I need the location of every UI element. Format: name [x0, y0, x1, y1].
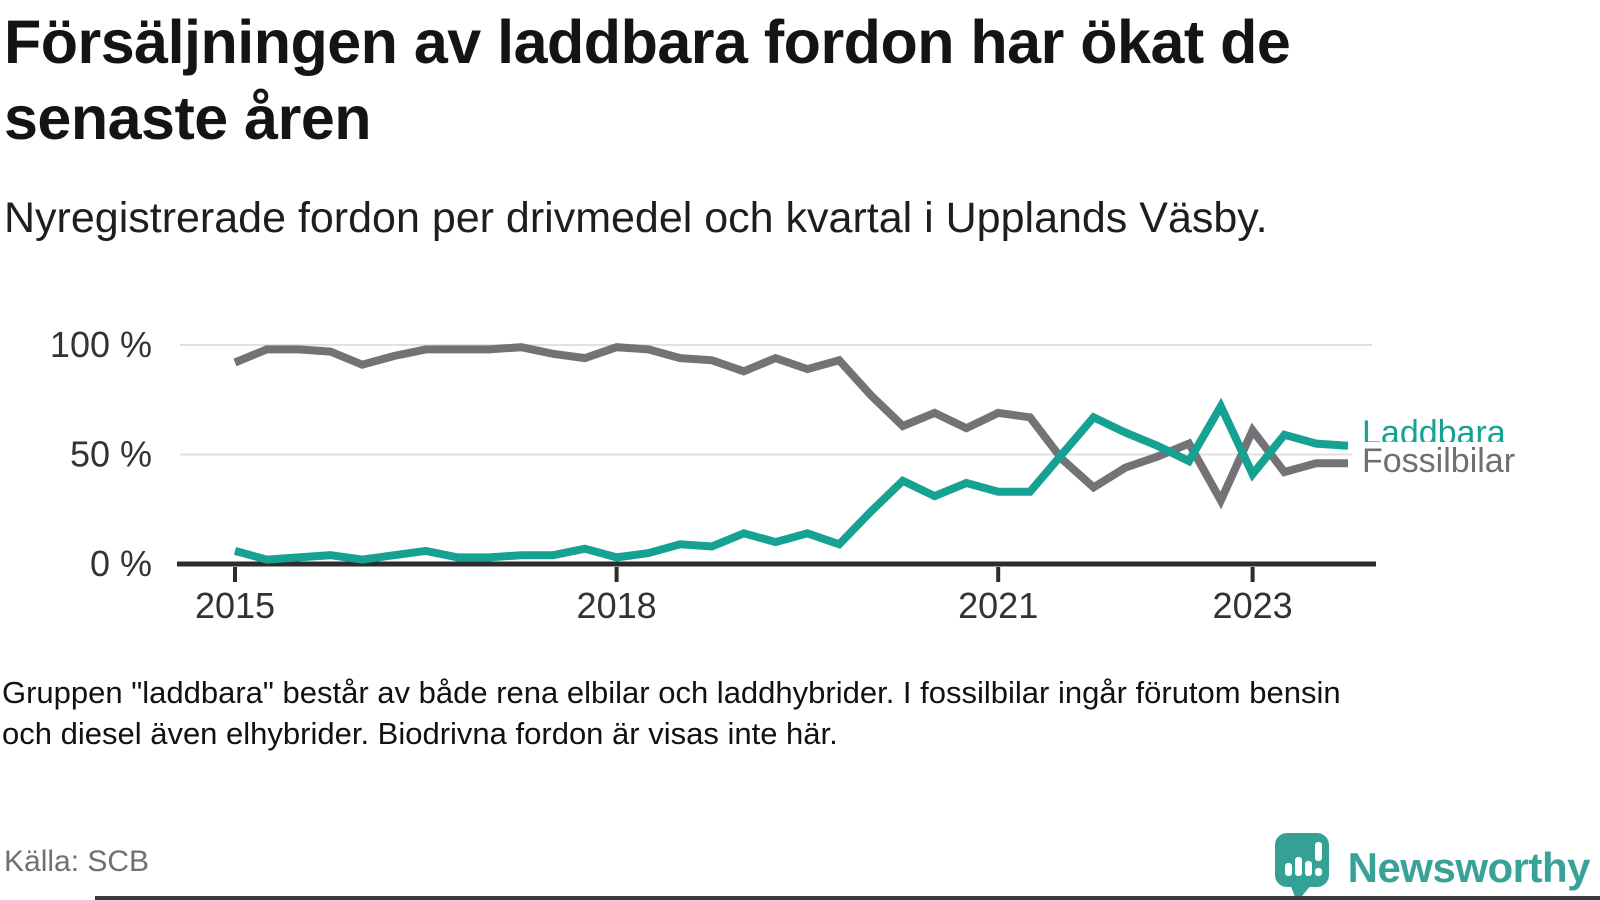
footnote-line-1: Gruppen "laddbara" består av både rena e…: [2, 675, 1341, 710]
title-line-2: senaste åren: [4, 84, 372, 152]
x-tick-label-2021: 2021: [958, 585, 1038, 626]
chart-subtitle: Nyregistrerade fordon per drivmedel och …: [4, 194, 1268, 242]
y-tick-label-100: 100 %: [50, 324, 152, 365]
bottom-edge-strip: [95, 896, 1600, 900]
footnote-line-2: och diesel även elhybrider. Biodrivna fo…: [2, 716, 838, 751]
page-title: Försäljningen av laddbara fordon har öka…: [4, 4, 1291, 156]
y-tick-label-50: 50 %: [70, 434, 152, 475]
series-line-laddbara: [233, 397, 1349, 564]
trend-chart-svg: 2015 2018 2021 2023 100 % 50 % 0 %: [50, 324, 1376, 626]
title-line-1: Försäljningen av laddbara fordon har öka…: [4, 8, 1291, 76]
y-tick-label-0: 0 %: [90, 543, 152, 584]
chart-footnote: Gruppen "laddbara" består av både rena e…: [2, 672, 1341, 754]
series-line-fossilbilar: [233, 343, 1348, 510]
legend-fossilbilar: Fossilbilar: [1352, 442, 1522, 483]
newsworthy-logo[interactable]: Newsworthy: [1274, 832, 1591, 900]
x-tick-label-2018: 2018: [577, 585, 657, 626]
x-tick-label-2015: 2015: [195, 585, 275, 626]
line-chart: 2015 2018 2021 2023 100 % 50 % 0 %: [0, 300, 1600, 640]
source-label: Källa: SCB: [4, 845, 150, 878]
newsworthy-wordmark: Newsworthy: [1347, 844, 1591, 891]
newsworthy-bubble-icon: [1274, 833, 1329, 900]
x-tick-label-2023: 2023: [1213, 585, 1293, 626]
